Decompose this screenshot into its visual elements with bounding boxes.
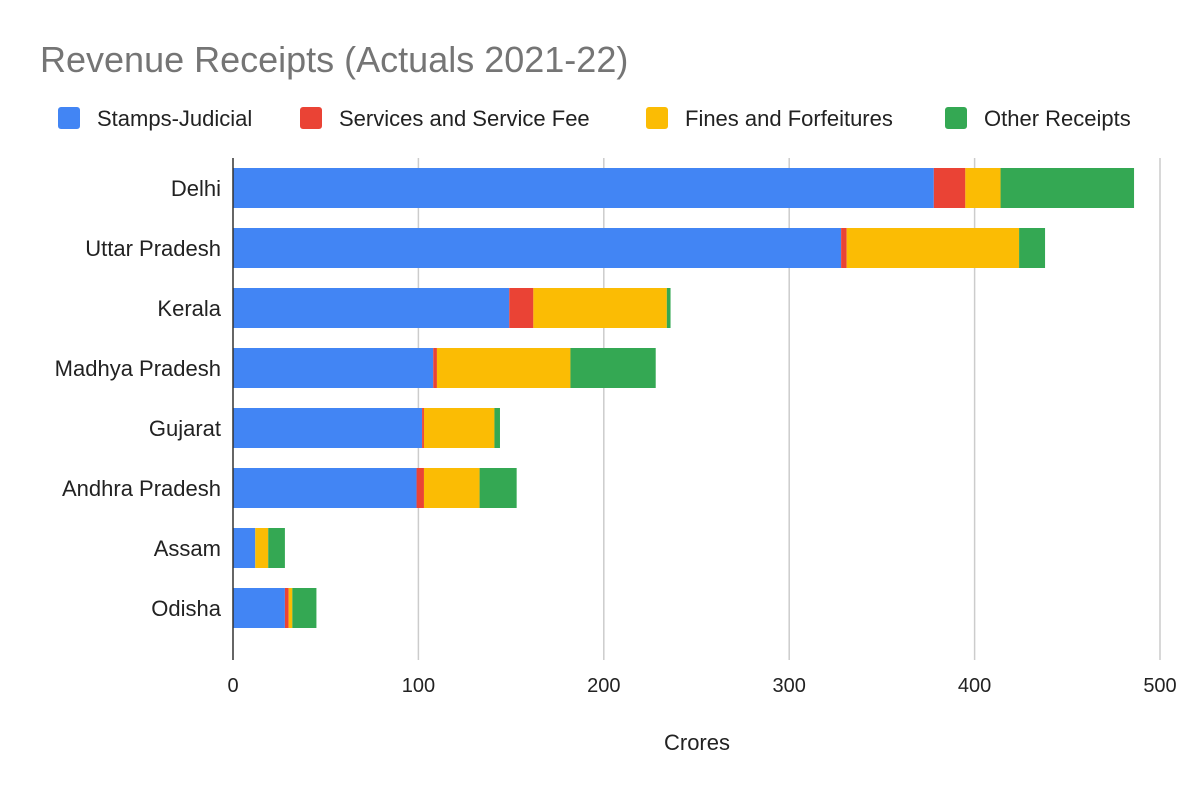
x-tick-label: 500 (1143, 675, 1176, 697)
category-label: Assam (154, 536, 221, 561)
bar-gujarat-fines-and-forfeitures (423, 408, 495, 448)
bar-uttar-pradesh-services-and-service-fee (841, 228, 847, 268)
legend: Stamps-Judicial Services and Service Fee F… (58, 106, 1131, 131)
bar-andhra-pradesh-services-and-service-fee (416, 468, 424, 508)
category-label: Uttar Pradesh (85, 236, 221, 261)
bar-gujarat-other-receipts (494, 408, 500, 448)
legend-swatch (58, 107, 80, 129)
bar-madhya-pradesh-services-and-service-fee (433, 348, 437, 388)
x-tick-label: 400 (958, 675, 991, 697)
legend-label: Fines and Forfeitures (685, 106, 893, 131)
bar-assam-stamps-judicial (233, 528, 256, 568)
bar-assam-fines-and-forfeitures (255, 528, 269, 568)
x-tick-label: 300 (773, 675, 806, 697)
x-tick-label: 0 (227, 675, 238, 697)
x-tick-label: 200 (587, 675, 620, 697)
bar-andhra-pradesh-fines-and-forfeitures (423, 468, 480, 508)
bar-delhi-stamps-judicial (233, 168, 934, 208)
bar-andhra-pradesh-other-receipts (479, 468, 517, 508)
bar-madhya-pradesh-stamps-judicial (233, 348, 434, 388)
category-label: Kerala (157, 296, 221, 321)
bar-delhi-fines-and-forfeitures (965, 168, 1001, 208)
bar-madhya-pradesh-fines-and-forfeitures (436, 348, 571, 388)
legend-swatch (945, 107, 967, 129)
legend-label: Stamps-Judicial (97, 106, 252, 131)
legend-label: Other Receipts (984, 106, 1131, 131)
category-label: Delhi (171, 176, 221, 201)
bar-odisha-fines-and-forfeitures (288, 588, 293, 628)
bar-gujarat-services-and-service-fee (422, 408, 424, 448)
category-label: Madhya Pradesh (55, 356, 221, 381)
bar-madhya-pradesh-other-receipts (570, 348, 656, 388)
bar-gujarat-stamps-judicial (233, 408, 423, 448)
bar-uttar-pradesh-stamps-judicial (233, 228, 842, 268)
bar-odisha-other-receipts (292, 588, 317, 628)
bar-kerala-services-and-service-fee (509, 288, 534, 328)
x-tick-labels: 0 100 200 300 400 500 (227, 675, 1176, 697)
category-label: Gujarat (149, 416, 221, 441)
bar-odisha-stamps-judicial (233, 588, 285, 628)
bar-odisha-services-and-service-fee (284, 588, 289, 628)
bar-assam-other-receipts (268, 528, 285, 568)
x-tick-label: 100 (402, 675, 435, 697)
bar-delhi-services-and-service-fee (933, 168, 966, 208)
bar-kerala-other-receipts (666, 288, 671, 328)
chart-title: Revenue Receipts (Actuals 2021-22) (40, 39, 628, 80)
bar-uttar-pradesh-other-receipts (1019, 228, 1046, 268)
legend-swatch (646, 107, 668, 129)
bar-kerala-fines-and-forfeitures (533, 288, 667, 328)
bar-andhra-pradesh-stamps-judicial (233, 468, 417, 508)
bars (233, 168, 1135, 628)
legend-label: Services and Service Fee (339, 106, 590, 131)
x-axis-title: Crores (664, 730, 730, 755)
category-labels: Delhi Uttar Pradesh Kerala Madhya Pradesh Gu… (55, 176, 222, 621)
bar-kerala-stamps-judicial (233, 288, 510, 328)
bar-delhi-other-receipts (1000, 168, 1135, 208)
legend-swatch (300, 107, 322, 129)
category-label: Odisha (151, 596, 221, 621)
category-label: Andhra Pradesh (62, 476, 221, 501)
bar-uttar-pradesh-fines-and-forfeitures (846, 228, 1020, 268)
